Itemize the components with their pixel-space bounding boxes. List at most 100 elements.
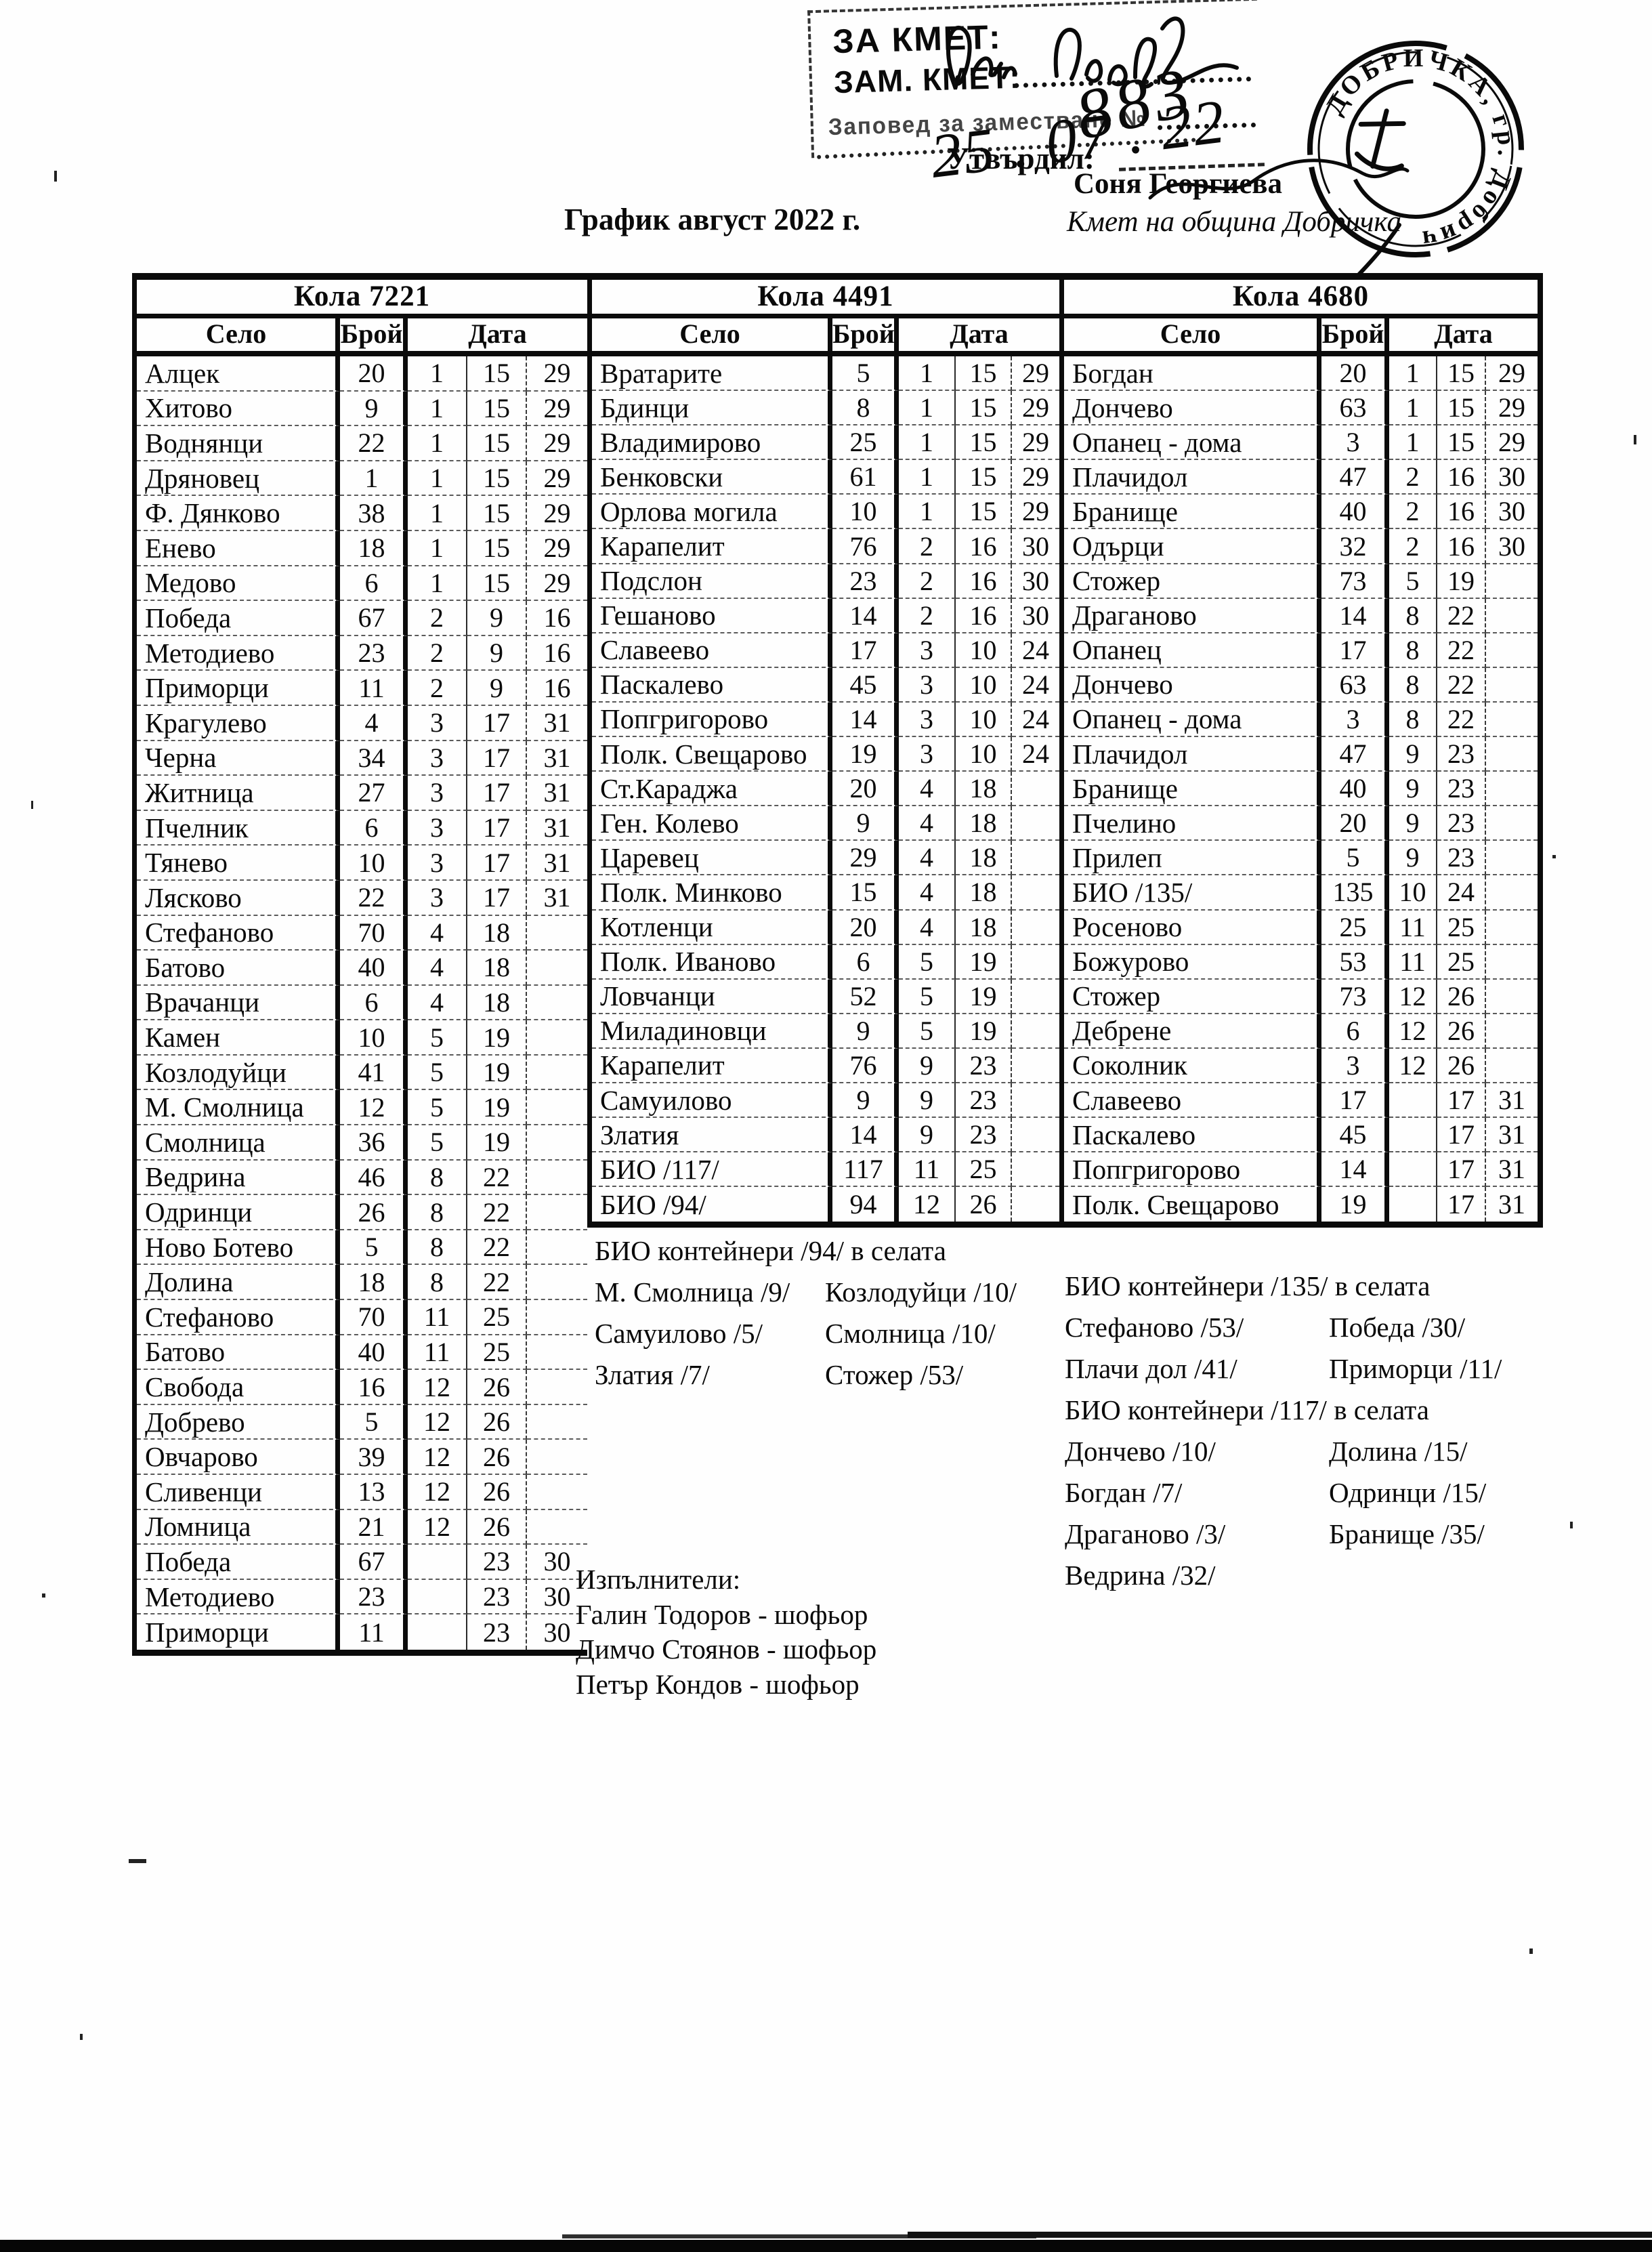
count-cell: 45 xyxy=(832,667,899,703)
scan-speck xyxy=(80,2034,83,2040)
date-cell-3 xyxy=(1486,1049,1538,1083)
date-cell-1: 12 xyxy=(1389,979,1437,1014)
date-cell-2: 26 xyxy=(1437,1048,1486,1083)
village-cell: Стефаново xyxy=(137,1300,340,1335)
table-row: Сливенци 13 12 26 xyxy=(137,1475,587,1510)
date-cell-1: 9 xyxy=(899,1083,956,1119)
village-cell: Самуилово xyxy=(592,1083,832,1119)
table-row: Воднянци 22 1 15 29 xyxy=(137,426,587,461)
table-row: Бранище 40 2 16 30 xyxy=(1064,495,1538,530)
table-row: Богдан 20 1 15 29 xyxy=(1064,356,1538,392)
note-item: Бранище /35/ xyxy=(1329,1518,1485,1549)
date-cell-1: 12 xyxy=(408,1440,467,1475)
village-cell: Победа xyxy=(137,1545,340,1580)
village-cell: Попгригорово xyxy=(1064,1152,1321,1188)
count-cell: 52 xyxy=(832,979,899,1014)
date-cell-1: 4 xyxy=(899,910,956,945)
village-cell: Дебрене xyxy=(1064,1014,1321,1049)
date-cell-2: 16 xyxy=(1437,460,1486,495)
table-row: Подслон 23 2 16 30 xyxy=(592,564,1059,599)
date-cell-2: 15 xyxy=(467,391,527,427)
section-body: Вратарите 5 1 15 29 Бдинци 8 1 15 29 Владимирово 25… xyxy=(592,356,1059,1222)
date-cell-1: 5 xyxy=(899,1014,956,1049)
count-cell: 70 xyxy=(340,1300,408,1335)
count-cell: 63 xyxy=(1321,391,1389,426)
village-cell: Паскалево xyxy=(592,667,832,703)
date-cell-1: 4 xyxy=(899,806,956,841)
date-cell-2: 17 xyxy=(467,776,527,811)
date-cell-1: 3 xyxy=(899,633,956,668)
date-cell-1: 8 xyxy=(1389,633,1437,668)
village-cell: Росеново xyxy=(1064,910,1321,945)
date-cell-3: 31 xyxy=(1486,1118,1538,1153)
date-cell-2: 25 xyxy=(956,1152,1012,1188)
village-cell: Добрево xyxy=(137,1404,340,1440)
note-item: Приморци /11/ xyxy=(1329,1353,1502,1384)
date-cell-3 xyxy=(527,1405,587,1440)
count-cell: 10 xyxy=(340,1020,408,1056)
count-cell: 14 xyxy=(832,598,899,633)
date-cell-2: 16 xyxy=(956,598,1012,633)
date-cell-1: 9 xyxy=(1389,772,1437,807)
count-cell: 29 xyxy=(832,841,899,876)
village-cell: Полк. Минково xyxy=(592,875,832,911)
date-cell-2: 16 xyxy=(956,564,1012,599)
count-cell: 15 xyxy=(832,875,899,911)
scan-speck xyxy=(31,801,33,809)
table-row: Бранище 40 9 23 xyxy=(1064,772,1538,807)
date-cell-3: 16 xyxy=(527,671,587,706)
column-header-row: Село Брой Дата xyxy=(137,318,587,356)
count-cell: 3 xyxy=(1321,1048,1389,1083)
table-row: Батово 40 4 18 xyxy=(137,951,587,986)
date-cell-2: 23 xyxy=(1437,772,1486,807)
date-cell-3 xyxy=(527,1056,587,1091)
count-cell: 3 xyxy=(1321,702,1389,738)
column-header-date: Дата xyxy=(1434,318,1493,349)
date-cell-3 xyxy=(527,1475,587,1510)
date-cell-2: 15 xyxy=(467,356,527,392)
scan-speck xyxy=(129,1859,146,1863)
date-cell-3: 30 xyxy=(1486,495,1538,530)
date-cell-2: 15 xyxy=(956,495,1012,530)
village-cell: Богдан xyxy=(1064,356,1321,392)
table-row: Черна 34 3 17 31 xyxy=(137,741,587,776)
count-cell: 6 xyxy=(340,985,408,1021)
village-cell: Бранище xyxy=(1064,772,1321,807)
bio117-title: БИО контейнери /117/ в селата xyxy=(1065,1394,1429,1425)
date-cell-1: 8 xyxy=(1389,667,1437,703)
date-cell-3 xyxy=(1012,1083,1059,1119)
bio117-rows: Дончево /10/Долина /15/Богдан /7/Одринци… xyxy=(1065,1431,1552,1596)
table-row: БИО /135/135 10 24 xyxy=(1064,875,1538,911)
table-row: Плачидол 47 2 16 30 xyxy=(1064,460,1538,495)
village-cell: Дряновец xyxy=(137,461,340,497)
date-cell-3 xyxy=(1012,945,1059,980)
table-row: Попгригорово 14 17 31 xyxy=(1064,1152,1538,1188)
table-row: Полк. Иваново 6 5 19 xyxy=(592,944,1059,980)
column-header-count: Брой xyxy=(832,318,899,351)
table-row: Батово 40 11 25 xyxy=(137,1335,587,1371)
date-cell-2: 16 xyxy=(1437,495,1486,530)
date-cell-2: 23 xyxy=(467,1579,527,1615)
village-cell: Житница xyxy=(137,776,340,811)
date-cell-2: 25 xyxy=(1437,944,1486,980)
date-cell-1: 1 xyxy=(899,356,956,392)
count-cell: 8 xyxy=(832,391,899,426)
note-row: Богдан /7/Одринци /15/ xyxy=(1065,1472,1552,1514)
date-cell-1: 2 xyxy=(1389,460,1437,495)
table-row: Гешаново 14 2 16 30 xyxy=(592,598,1059,633)
village-cell: Попгригорово xyxy=(592,702,832,738)
date-cell-2: 22 xyxy=(1437,598,1486,633)
count-cell: 20 xyxy=(832,772,899,807)
village-cell: Свобода xyxy=(137,1370,340,1405)
table-row: Смолница 36 5 19 xyxy=(137,1125,587,1161)
date-cell-3: 31 xyxy=(527,776,587,811)
count-cell: 6 xyxy=(832,944,899,980)
village-cell: Лясково xyxy=(137,880,340,916)
date-cell-2: 17 xyxy=(467,741,527,776)
count-cell: 46 xyxy=(340,1160,408,1196)
count-cell: 17 xyxy=(832,633,899,668)
date-cell-2: 18 xyxy=(956,875,1012,911)
date-cell-3 xyxy=(527,916,587,951)
date-cell-3 xyxy=(527,1161,587,1196)
table-row: Пчелино 20 9 23 xyxy=(1064,806,1538,841)
